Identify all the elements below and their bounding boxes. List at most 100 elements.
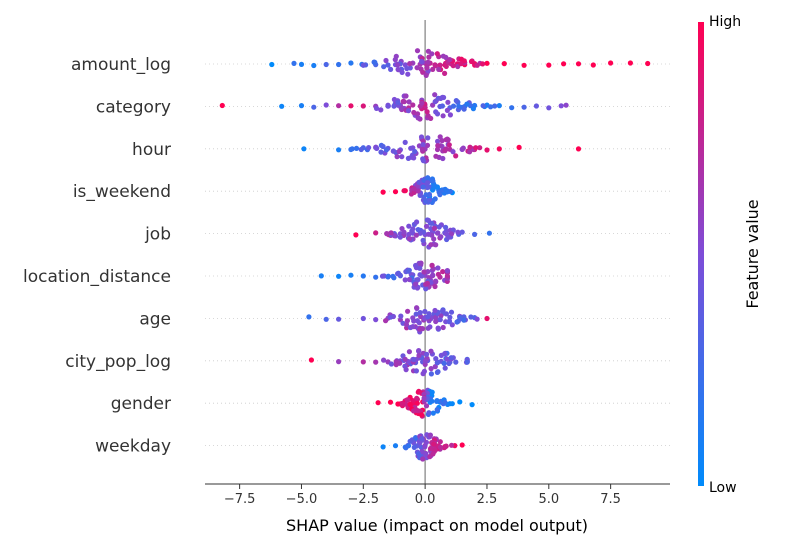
shap-dot-category <box>279 103 285 109</box>
shap-dot-category <box>464 101 470 107</box>
shap-dot-hour <box>383 147 389 153</box>
shap-dot-amount-log <box>372 59 378 65</box>
shap-dot-amount-log <box>608 60 614 66</box>
shap-dot-age <box>433 318 439 325</box>
shap-dot-age <box>437 317 443 323</box>
shap-dot-category <box>496 103 502 109</box>
shap-dot-gender <box>457 399 463 405</box>
shap-dot-amount-log <box>480 61 486 67</box>
shap-dot-gender <box>399 401 405 407</box>
shap-dot-amount-log <box>388 66 394 72</box>
x-tick-label: 0.0 <box>415 492 436 507</box>
shap-dot-age <box>435 325 441 331</box>
shap-dot-job <box>415 227 421 233</box>
shap-dot-hour <box>424 142 431 148</box>
shap-dot-amount-log <box>423 72 429 78</box>
shap-dot-is-weekend <box>401 188 407 194</box>
shap-dot-category <box>509 105 515 111</box>
shap-dot-location-distance <box>395 270 401 276</box>
shap-dot-location-distance <box>414 285 420 291</box>
shap-dot-amount-log <box>442 70 448 76</box>
shap-dot-age <box>388 314 394 320</box>
shap-dot-category <box>424 109 430 115</box>
shap-dot-weekday <box>437 439 443 445</box>
shap-dot-is-weekend <box>432 196 438 202</box>
shap-dot-amount-log <box>395 62 401 68</box>
shap-dot-weekday <box>443 443 449 449</box>
feature-label-gender: gender <box>111 394 171 414</box>
feature-label-location-distance: location_distance <box>23 267 171 287</box>
shap-dot-category <box>563 102 569 108</box>
shap-dot-amount-log <box>348 60 354 66</box>
shap-dot-job <box>420 237 426 243</box>
shap-dot-location-distance <box>430 272 436 278</box>
shap-dot-category <box>450 103 457 109</box>
shap-dot-job <box>423 223 430 229</box>
shap-dot-hour <box>358 146 364 153</box>
shap-dot-weekday <box>413 435 419 441</box>
shap-dot-weekday <box>431 441 437 447</box>
shap-dot-category <box>438 95 444 101</box>
shap-dot-age <box>398 313 404 319</box>
shap-dot-weekday <box>449 442 455 448</box>
shap-dot-job <box>353 232 359 238</box>
shap-dot-amount-log <box>436 66 442 72</box>
feature-label-age: age <box>139 309 171 329</box>
shap-dot-is-weekend <box>420 184 426 190</box>
shap-dot-category <box>456 103 462 109</box>
shap-dot-location-distance <box>417 272 423 278</box>
shap-dot-age <box>440 324 446 331</box>
shap-dot-age <box>405 308 411 314</box>
shap-dot-gender <box>449 401 455 407</box>
shap-dot-job <box>426 231 432 237</box>
shap-dot-weekday <box>411 444 417 450</box>
shap-dot-gender <box>419 412 425 418</box>
shap-dot-age <box>447 314 453 320</box>
shap-dot-category <box>323 102 329 108</box>
shap-dot-city-pop-log <box>421 368 427 374</box>
shap-dot-hour <box>412 148 418 155</box>
shap-dot-category <box>546 105 552 111</box>
shap-dot-is-weekend <box>427 197 433 203</box>
shap-dot-hour <box>408 145 414 151</box>
shap-dot-weekday <box>459 442 465 448</box>
shap-dot-location-distance <box>415 277 421 283</box>
shap-dot-gender <box>415 408 421 414</box>
shap-dot-category <box>445 99 451 105</box>
shap-dot-hour <box>411 155 417 161</box>
shap-dot-job <box>428 242 434 248</box>
shap-dot-location-distance <box>413 262 419 269</box>
shap-dot-amount-log <box>627 60 634 66</box>
shap-dot-hour <box>402 139 408 145</box>
shap-dot-amount-log <box>432 63 439 69</box>
shap-dot-location-distance <box>373 274 379 280</box>
shap-dot-hour <box>349 146 355 152</box>
shap-dot-category <box>428 115 434 121</box>
shap-dot-category <box>444 107 450 113</box>
shap-dot-category <box>470 106 476 112</box>
shap-dot-is-weekend <box>415 188 421 194</box>
shap-dot-category <box>447 112 453 118</box>
shap-dot-city-pop-log <box>428 348 434 354</box>
shap-dot-weekday <box>392 443 399 449</box>
shap-dot-hour <box>396 148 402 155</box>
shap-dot-amount-log <box>450 63 456 69</box>
shap-dot-location-distance <box>423 286 429 292</box>
shap-dot-gender <box>414 400 420 406</box>
shap-dot-hour <box>496 146 502 152</box>
shap-dot-hour <box>425 135 431 141</box>
shap-dot-gender <box>423 403 430 409</box>
shap-dot-city-pop-log <box>448 355 454 361</box>
shap-dot-job <box>406 231 412 238</box>
shap-dot-age <box>417 326 423 332</box>
shap-dot-job <box>397 234 403 240</box>
feature-label-weekday: weekday <box>95 437 171 457</box>
shap-dot-hour <box>420 142 426 148</box>
shap-dot-category <box>432 92 438 98</box>
colorbar <box>698 22 704 486</box>
shap-dot-city-pop-log <box>442 365 448 371</box>
shap-dot-category <box>440 113 446 119</box>
shap-dot-category <box>453 98 459 104</box>
shap-dot-amount-log <box>298 61 305 67</box>
